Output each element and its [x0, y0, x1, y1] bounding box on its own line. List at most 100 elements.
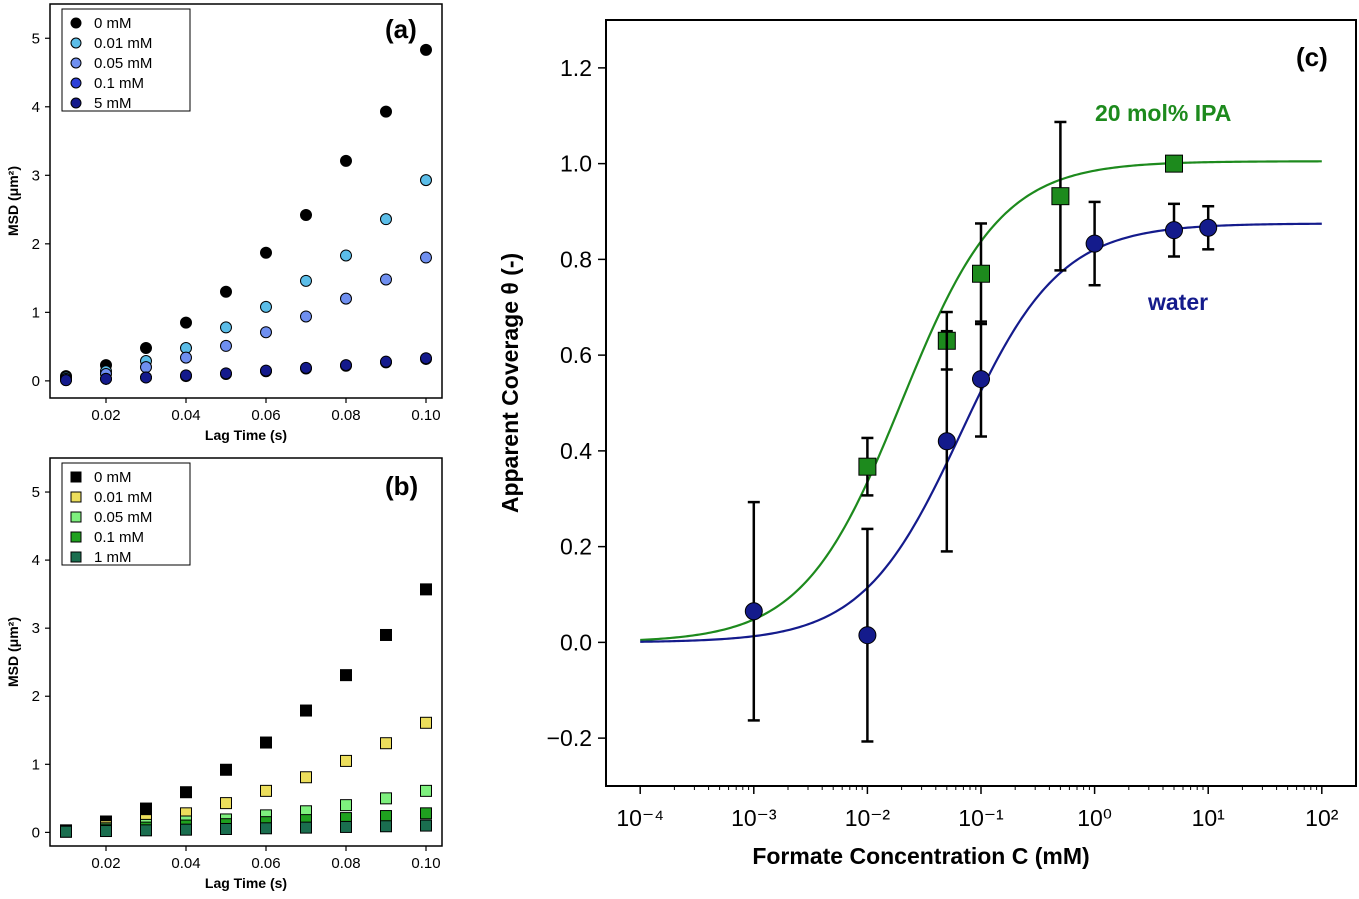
series-2 [60, 251, 432, 385]
data-point [380, 355, 392, 368]
data-point [260, 736, 272, 749]
legend-marker [70, 511, 82, 523]
data-point [220, 797, 232, 810]
x-tick-label: 0.08 [331, 407, 360, 424]
data-point [380, 105, 392, 118]
x-axis-label: Lag Time (s) [205, 427, 287, 443]
data-point [420, 174, 432, 187]
legend-label: 1 mM [94, 549, 132, 566]
panel-a: 0.02 0.04 0.06 0.08 0.10 0 1 2 3 4 5 Lag Time (s) MS… [5, 3, 443, 443]
data-point [420, 583, 432, 596]
data-point [140, 802, 152, 815]
data-point [340, 799, 352, 812]
y-tick-label: 0 [32, 373, 40, 390]
legend-marker [70, 491, 82, 503]
panel-c: 10⁻⁴ 10⁻³ 10⁻² 10⁻¹ 10⁰ 10¹ 10² −0.2 0.0 0.2 0.4 0.… [497, 19, 1357, 869]
y-tick-label: 1 [32, 304, 40, 321]
legend-marker [70, 77, 82, 89]
data-point [60, 825, 72, 838]
data-point [220, 321, 232, 334]
data-point [180, 369, 192, 382]
data-point [380, 273, 392, 286]
data-point [380, 792, 392, 805]
y-tick-label: 0.8 [560, 246, 592, 272]
legend-box [61, 8, 191, 112]
x-tick-label: 10⁻³ [731, 805, 777, 831]
data-point [380, 820, 392, 833]
data-point [180, 351, 192, 364]
x-tick-label: 10⁻⁴ [616, 805, 664, 831]
x-axis-label: Formate Concentration C (mM) [752, 843, 1089, 869]
y-tick-label: 3 [32, 167, 40, 184]
data-point [858, 457, 877, 476]
data-point [220, 822, 232, 835]
y-tick-label: 2 [32, 236, 40, 253]
legend-label: 0.1 mM [94, 75, 144, 92]
data-point [260, 822, 272, 835]
x-axis-label: Lag Time (s) [205, 875, 287, 891]
legend-marker [70, 471, 82, 483]
data-point [140, 361, 152, 374]
x-tick-label: 0.08 [331, 855, 360, 872]
y-tick-label: 1 [32, 756, 40, 773]
data-point [380, 213, 392, 226]
legend-label: 0 mM [94, 469, 132, 486]
x-tick-label: 10⁰ [1077, 805, 1112, 831]
data-point [1165, 154, 1184, 173]
data-point [180, 316, 192, 329]
data-point [100, 372, 112, 385]
y-tick-label: 1.2 [560, 55, 592, 81]
data-point [420, 43, 432, 56]
data-point [340, 292, 352, 305]
data-point [972, 370, 990, 389]
x-tick-label: 0.06 [251, 407, 280, 424]
data-point [300, 209, 312, 222]
x-tick-label: 0.04 [171, 407, 200, 424]
y-tick-label: 4 [32, 552, 40, 569]
data-point [340, 669, 352, 682]
data-point [1199, 218, 1218, 237]
y-tick-label: 3 [32, 620, 40, 637]
x-tick-label: 10⁻² [845, 805, 891, 831]
legend-label: 0.01 mM [94, 35, 152, 52]
plot-frame [49, 457, 443, 847]
data-point [300, 361, 312, 374]
data-point [300, 274, 312, 287]
panel-tag: (c) [1296, 42, 1328, 72]
y-axis-label: MSD (μm²) [5, 617, 21, 687]
y-tick-label: 0 [32, 824, 40, 841]
series-0 [60, 583, 432, 837]
legend-marker [70, 17, 82, 29]
legend-marker [70, 57, 82, 69]
series-1 [60, 716, 432, 838]
data-point [420, 807, 432, 820]
data-point [340, 820, 352, 833]
data-point [340, 359, 352, 372]
plot-frame [49, 3, 443, 399]
data-point [300, 771, 312, 784]
data-point [140, 824, 152, 837]
data-point [340, 754, 352, 767]
data-point [260, 784, 272, 797]
legend-box [61, 462, 191, 566]
data-point [420, 819, 432, 832]
data-point [744, 602, 763, 621]
legend-marker [70, 551, 82, 563]
data-point [420, 784, 432, 797]
panel-tag: (b) [385, 471, 418, 501]
series-label-ipa: 20 mol% IPA [1095, 100, 1231, 126]
x-tick-label: 0.02 [91, 407, 120, 424]
y-axis-label: Apparent Coverage θ (-) [497, 253, 523, 513]
legend-label: 0 mM [94, 15, 132, 32]
x-tick-label: 0.10 [411, 855, 440, 872]
data-point [260, 300, 272, 313]
y-tick-label: 1.0 [560, 151, 592, 177]
data-point [220, 339, 232, 352]
series-label-water: water [1147, 289, 1208, 315]
y-tick-label: 0.2 [560, 534, 592, 560]
data-point [220, 763, 232, 776]
panel-tag: (a) [385, 14, 417, 44]
data-point [260, 326, 272, 339]
data-point [420, 352, 432, 365]
series-1 [60, 174, 432, 384]
